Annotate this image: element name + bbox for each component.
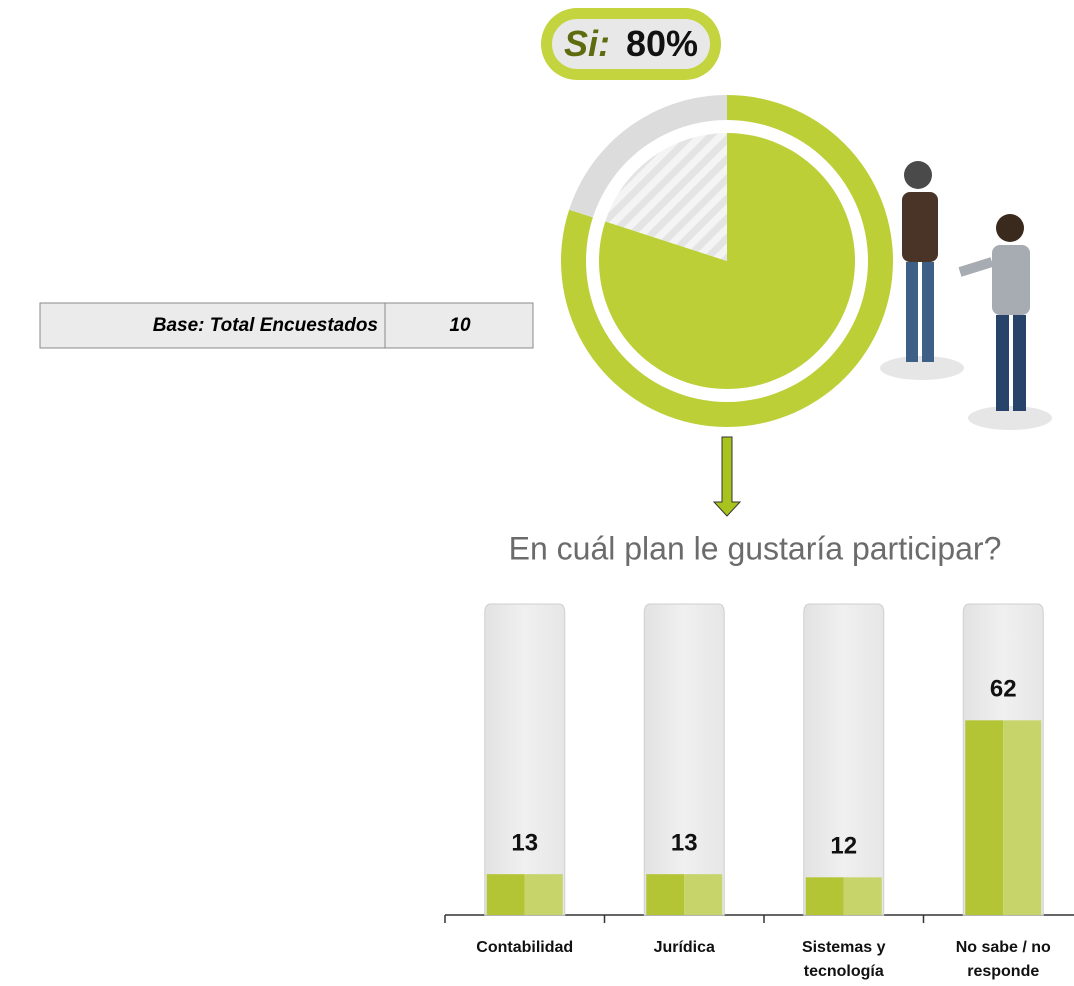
label-pill-inner [552,19,710,69]
bar [486,874,525,915]
tube [803,603,885,916]
bar [805,877,844,915]
pie-category: Si: [564,23,610,64]
pie [561,95,893,427]
bar [646,874,685,915]
bar-highlight [843,877,882,915]
x-tick-label: Jurídica [654,939,715,956]
arrow [712,436,742,517]
base-table: Base: Total Encuestados 10 [39,302,534,349]
tube [484,603,566,916]
base-label: Base: Total Encuestados [153,315,378,336]
value-label: 13 [511,830,538,857]
bar [965,720,1004,915]
value-label: 12 [830,833,857,860]
bar-chart: 13 Contabilidad 13 Jurídica 12 Sistemas y tecn… [444,603,1074,980]
x-tick-label: No sabe / no responde [956,939,1051,980]
pie-value-label: 80% [626,23,698,64]
value-label: 13 [671,830,698,857]
bar-highlight [1003,720,1042,915]
bar-chart-title: En cuál plan le gustaría participar? [509,530,1002,566]
x-tick-label: Contabilidad [476,939,573,956]
people-illustration [880,161,1052,430]
ring-slice [569,95,727,218]
table-row [39,302,534,349]
pie-label: Si: 80% [564,23,698,64]
tube [643,603,725,916]
pie-slice [605,133,727,261]
x-tick-label: Sistemas y tecnología [802,939,886,980]
bar-highlight [524,874,563,915]
value-label: 62 [990,676,1017,703]
base-value: 10 [449,315,471,336]
bar-highlight [684,874,723,915]
